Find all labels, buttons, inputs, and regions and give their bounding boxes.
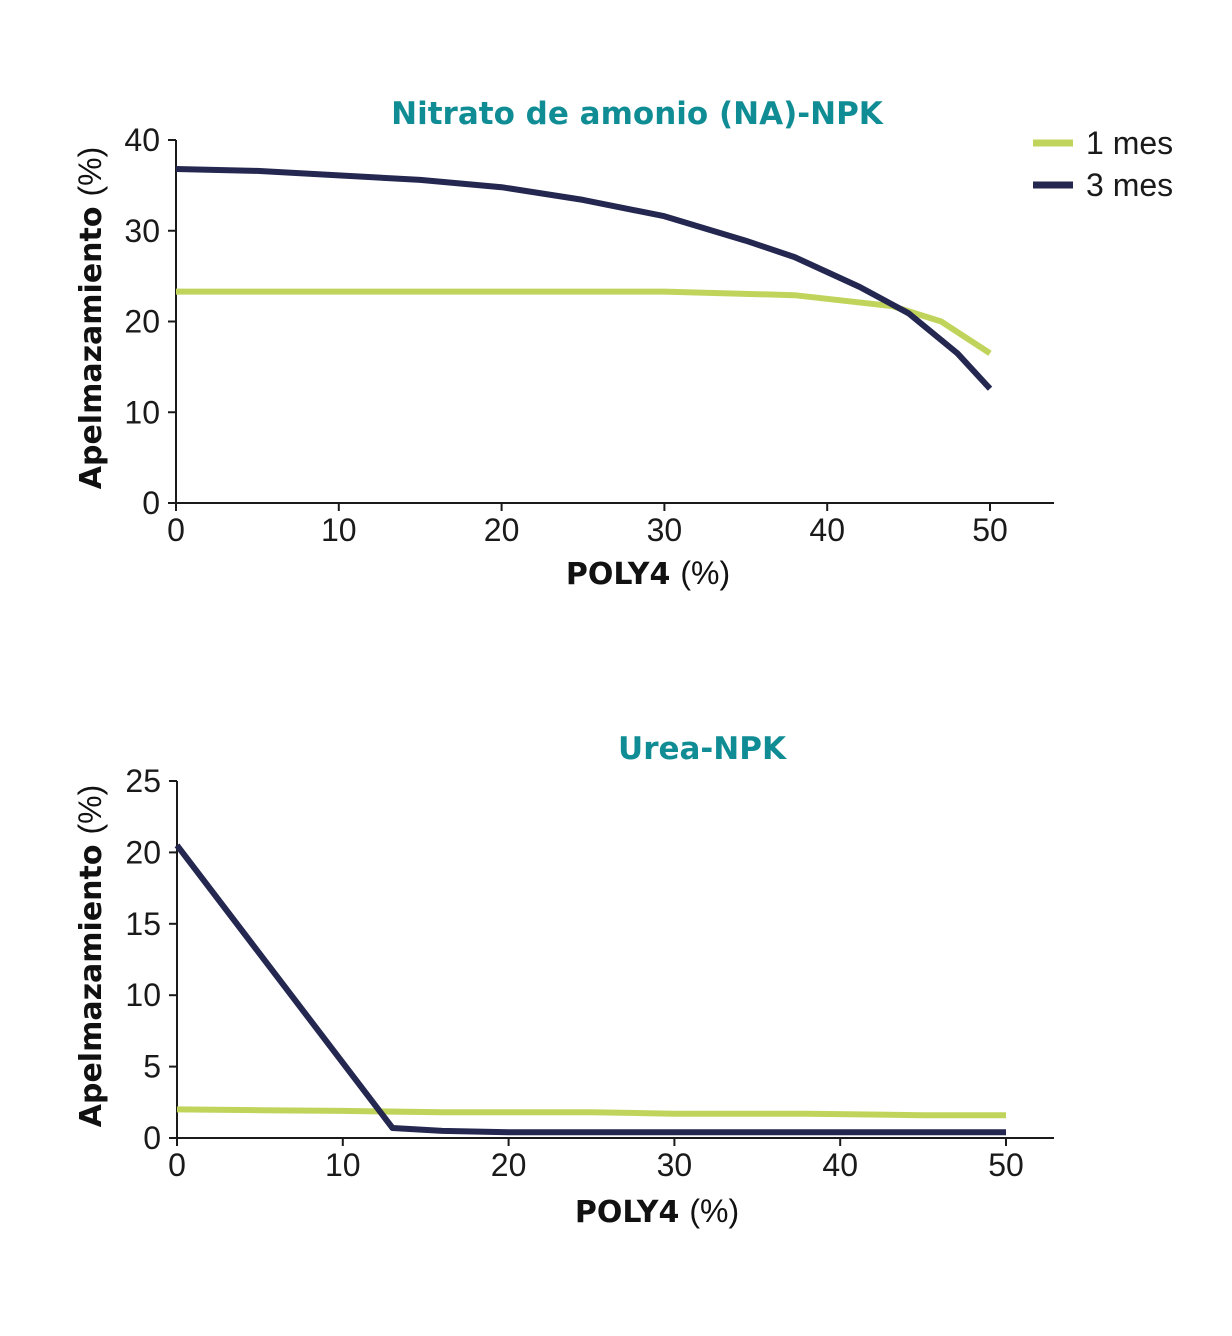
y-tick-label: 10 — [125, 977, 161, 1013]
x-tick-label: 0 — [167, 512, 185, 548]
series-layer — [174, 843, 1006, 1136]
x-tick-labels: 0 10 20 30 40 50 — [167, 503, 1008, 548]
x-tick-label: 30 — [647, 512, 683, 548]
x-tick-label: 30 — [657, 1147, 693, 1183]
axes — [176, 781, 1054, 1139]
x-tick-label: 40 — [822, 1147, 858, 1183]
y-axis-label: Apelmazamiento(%) — [72, 785, 109, 1128]
y-tick-labels: 0 5 10 15 20 25 — [125, 763, 177, 1156]
series-layer — [175, 166, 993, 391]
legend-label: 1 mes — [1086, 125, 1173, 161]
x-tick-label: 40 — [809, 512, 845, 548]
y-tick-label: 20 — [125, 834, 161, 870]
y-tick-label: 40 — [124, 122, 160, 158]
chart-title: Nitrato de amonio (NA)-NPK — [391, 96, 884, 132]
series-line-1-mes — [176, 288, 992, 356]
y-tick-label: 30 — [124, 213, 160, 249]
x-tick-label: 50 — [972, 512, 1008, 548]
chart-nitrato-de-amonio: Nitrato de amonio (NA)-NPK 0 10 20 30 40 50 0… — [72, 96, 1173, 592]
chart-urea-npk: Urea-NPK 0 10 20 30 40 50 0 5 10 15 20 25 POLY4 (%)… — [72, 731, 1054, 1230]
y-tick-label: 0 — [143, 1120, 161, 1156]
x-tick-label: 20 — [491, 1147, 527, 1183]
legend-label: 3 mes — [1086, 167, 1173, 203]
x-axis-label: POLY4 (%) — [566, 555, 730, 592]
chart-title: Urea-NPK — [618, 731, 787, 767]
x-tick-label: 0 — [168, 1147, 186, 1183]
x-tick-label: 50 — [988, 1147, 1024, 1183]
y-tick-label: 15 — [125, 906, 161, 942]
y-tick-label: 0 — [142, 485, 160, 521]
x-tick-label: 10 — [321, 512, 357, 548]
y-tick-label: 20 — [124, 304, 160, 340]
y-tick-label: 25 — [125, 763, 161, 799]
y-tick-label: 5 — [143, 1049, 161, 1085]
legend: 1 mes 3 mes — [1033, 125, 1173, 203]
x-axis-label: POLY4 (%) — [575, 1193, 739, 1230]
series-line-3-mes — [175, 166, 993, 391]
y-tick-label: 10 — [124, 394, 160, 430]
series-line-3-mes — [174, 843, 1006, 1136]
x-tick-label: 20 — [484, 512, 520, 548]
y-axis-label: Apelmazamiento(%) — [72, 147, 109, 490]
series-line-1-mes — [176, 1106, 1006, 1119]
x-tick-label: 10 — [325, 1147, 361, 1183]
x-tick-labels: 0 10 20 30 40 50 — [168, 1138, 1024, 1183]
y-tick-labels: 0 10 20 30 40 — [124, 122, 176, 521]
